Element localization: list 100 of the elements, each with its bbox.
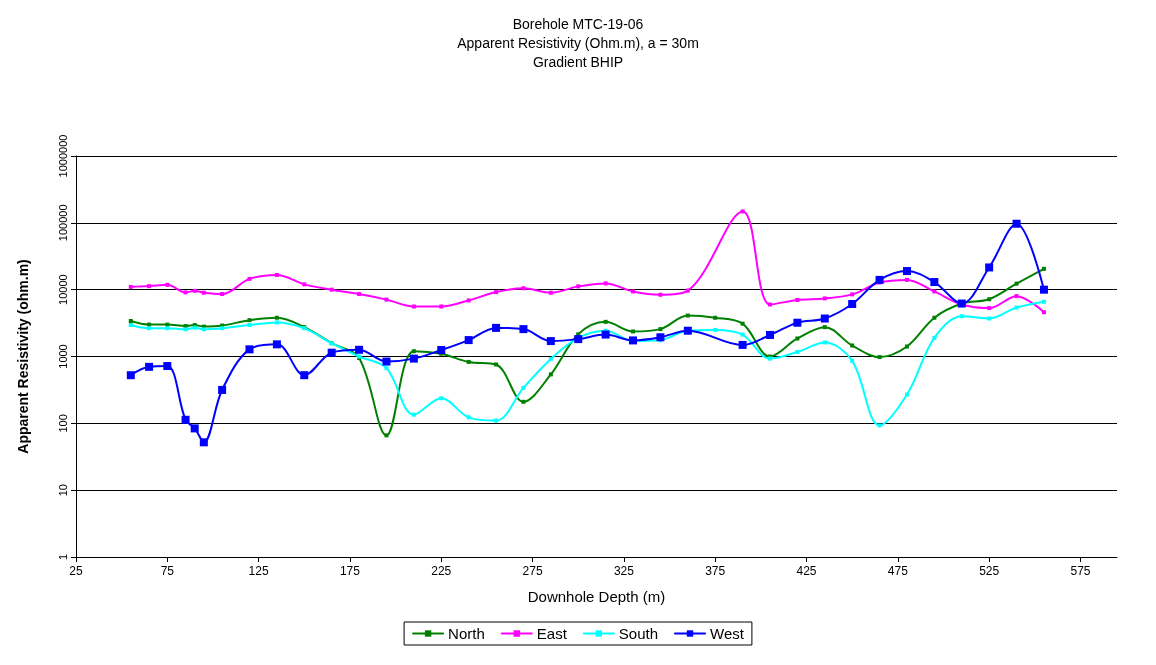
point — [163, 362, 172, 371]
point — [165, 282, 170, 287]
legend-label: North — [448, 625, 485, 642]
point — [329, 287, 334, 292]
point — [464, 336, 473, 345]
point — [201, 290, 206, 295]
point — [165, 326, 170, 331]
y-tick-label: 100000 — [56, 204, 69, 242]
point — [439, 396, 444, 401]
point — [192, 288, 197, 293]
point — [850, 358, 855, 363]
point — [932, 315, 937, 320]
point — [738, 340, 747, 349]
point — [199, 438, 208, 447]
point — [822, 296, 827, 301]
point — [1039, 285, 1048, 294]
point — [409, 354, 418, 363]
point — [795, 336, 800, 341]
point — [850, 343, 855, 348]
point — [904, 344, 909, 349]
point — [1041, 310, 1046, 315]
point — [658, 327, 663, 332]
point — [274, 315, 279, 320]
point — [439, 304, 444, 309]
point — [793, 318, 802, 327]
x-tick-label: 25 — [69, 564, 83, 578]
point — [985, 263, 994, 272]
point — [494, 418, 499, 423]
point — [128, 284, 133, 289]
point — [274, 320, 279, 325]
point — [904, 392, 909, 397]
point — [987, 297, 992, 302]
chart-subtitle: Apparent Resistivity (Ohm.m), a = 30m Gradient BHIP — [457, 34, 699, 70]
point — [519, 325, 528, 334]
point — [904, 277, 909, 282]
point — [1014, 281, 1019, 286]
point — [795, 298, 800, 303]
point — [147, 326, 152, 331]
point — [466, 298, 471, 303]
point — [247, 318, 252, 323]
point — [355, 345, 364, 354]
point — [875, 275, 884, 284]
point — [822, 340, 827, 345]
point — [494, 290, 499, 295]
point — [183, 290, 188, 295]
point — [274, 272, 279, 277]
point — [272, 340, 281, 349]
x-tick-label: 125 — [248, 564, 269, 578]
x-tick-label: 475 — [887, 564, 909, 578]
point — [574, 335, 583, 344]
point — [190, 424, 199, 433]
point — [521, 286, 526, 291]
point — [932, 289, 937, 294]
point — [987, 316, 992, 321]
point — [300, 371, 309, 380]
point — [548, 372, 553, 377]
x-tick-label: 225 — [431, 564, 452, 578]
point — [713, 315, 718, 320]
point — [382, 357, 391, 366]
point — [466, 359, 471, 364]
x-tick-label: 425 — [796, 564, 817, 578]
point — [302, 282, 307, 287]
point — [245, 345, 254, 354]
point — [128, 318, 133, 323]
point — [126, 371, 135, 380]
point — [1012, 219, 1021, 228]
point — [740, 332, 745, 337]
point — [850, 292, 855, 297]
point — [494, 362, 499, 367]
point — [766, 330, 774, 339]
point — [959, 314, 964, 319]
point — [740, 321, 745, 326]
point — [877, 423, 882, 428]
point — [1041, 299, 1046, 304]
point — [147, 284, 152, 289]
point — [492, 323, 501, 332]
y-tick-label: 1000 — [56, 344, 69, 369]
point — [411, 304, 416, 309]
point — [902, 267, 911, 276]
point — [247, 276, 252, 281]
point — [411, 349, 416, 354]
x-tick-label: 325 — [613, 564, 635, 578]
point — [1014, 294, 1019, 299]
point — [877, 355, 882, 360]
point — [740, 209, 745, 214]
point — [932, 335, 937, 340]
x-tick-label: 75 — [160, 564, 175, 578]
point — [384, 366, 389, 371]
point — [987, 306, 992, 311]
point — [713, 327, 718, 332]
legend-label: West — [710, 625, 745, 642]
y-tick-label: 1000000 — [56, 134, 69, 178]
y-axis-title: Apparent Resistivity (ohm.m) — [15, 259, 31, 454]
point — [768, 302, 772, 307]
point — [601, 330, 610, 339]
x-tick-label: 375 — [705, 564, 726, 578]
point — [384, 433, 389, 438]
point — [1014, 305, 1019, 310]
point — [685, 288, 690, 293]
chart-title: Borehole MTC-19-06 — [512, 16, 644, 32]
